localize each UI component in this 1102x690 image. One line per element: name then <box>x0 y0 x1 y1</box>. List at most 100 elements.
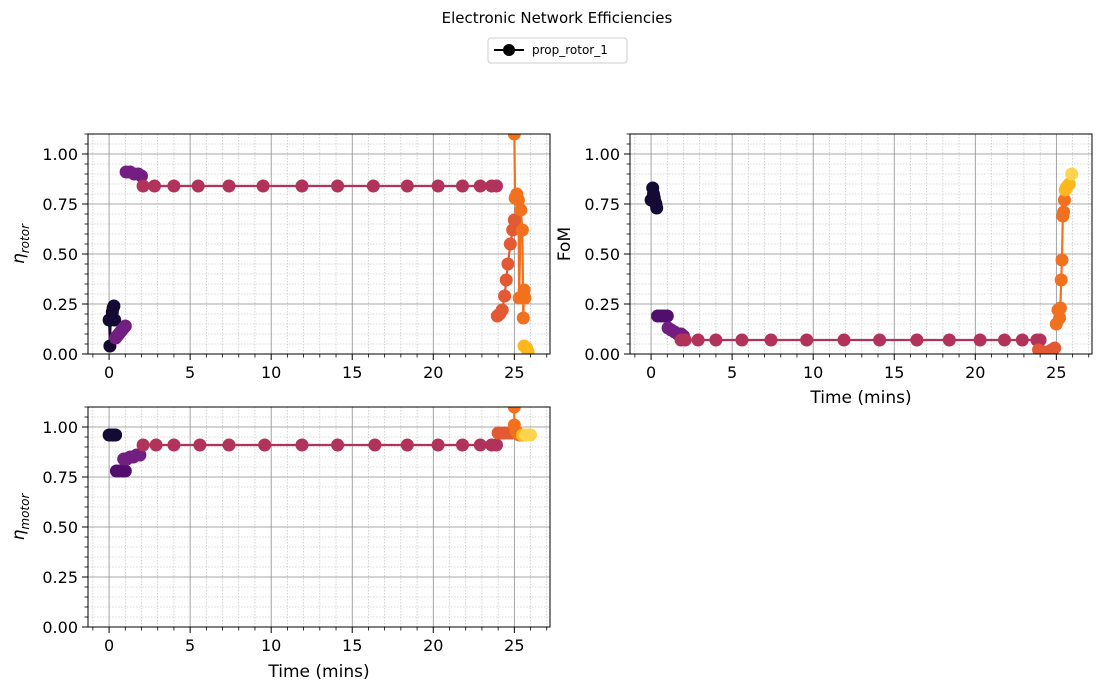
data-point <box>191 179 205 193</box>
data-point <box>837 333 851 347</box>
x-tick-label: 10 <box>803 363 823 382</box>
data-point <box>1057 193 1071 207</box>
data-point <box>1055 253 1069 267</box>
legend-frame <box>487 37 628 64</box>
x-tick-label: 0 <box>104 636 114 655</box>
data-point <box>1015 333 1029 347</box>
x-tick-label: 10 <box>261 636 281 655</box>
data-point <box>735 333 749 347</box>
x-axis-label: Time (mins) <box>809 388 911 408</box>
data-point <box>400 438 414 452</box>
data-point <box>942 333 956 347</box>
rotor-efficiency-panel: 0 5 10 15 20 25 0.00 0.25 0.50 0.75 1.00 ηrotor <box>9 133 551 382</box>
x-tick-label: 10 <box>261 363 281 382</box>
x-tick-label: 5 <box>727 363 737 382</box>
data-point <box>149 438 163 452</box>
data-point <box>258 438 272 452</box>
plot-area <box>644 167 1079 354</box>
legend-label: prop_rotor_1 <box>532 43 608 57</box>
data-point <box>133 448 147 462</box>
data-point <box>1048 341 1062 354</box>
legend: prop_rotor_1 <box>487 37 628 64</box>
ticks: 0 5 10 15 20 25 0.00 0.25 0.50 0.75 1.00 <box>42 133 548 382</box>
data-point <box>490 179 503 193</box>
data-point <box>524 428 537 442</box>
y-tick-label: 1.00 <box>42 145 78 164</box>
data-point <box>800 333 814 347</box>
data-point <box>107 299 121 313</box>
data-point <box>167 438 181 452</box>
data-point <box>135 169 148 183</box>
ticks: 0 5 10 15 20 25 0.00 0.25 0.50 0.75 1.00 <box>42 406 548 655</box>
y-tick-label: 0.50 <box>584 245 620 264</box>
figure-title: Electronic Network Efficiencies <box>442 9 673 27</box>
plot-area <box>102 134 535 354</box>
data-point <box>118 464 132 478</box>
data-point <box>507 213 521 227</box>
x-tick-label: 15 <box>342 363 362 382</box>
data-point <box>506 223 520 237</box>
data-point <box>368 438 382 452</box>
data-point <box>193 438 207 452</box>
grid <box>88 133 550 355</box>
data-point <box>431 438 445 452</box>
y-tick-label: 0.75 <box>42 195 78 214</box>
legend-marker-swatch <box>503 44 515 56</box>
x-tick-label: 5 <box>185 636 195 655</box>
data-point <box>222 438 236 452</box>
data-point <box>473 438 487 452</box>
data-point <box>1053 301 1067 315</box>
y-tick-label: 0.00 <box>42 345 78 364</box>
y-tick-label: 0.25 <box>42 568 78 587</box>
data-point <box>521 345 535 354</box>
y-axis-label-main: FoM <box>555 227 575 261</box>
x-tick-label: 20 <box>965 363 985 382</box>
x-tick-label: 20 <box>423 363 443 382</box>
y-axis-label: ηmotor <box>9 493 32 541</box>
data-point <box>660 309 674 323</box>
y-tick-label: 0.25 <box>42 295 78 314</box>
data-point <box>490 438 503 452</box>
y-axis-label: FoM <box>555 227 575 261</box>
y-axis-label-main: η <box>9 253 29 264</box>
data-point <box>498 289 512 303</box>
figure-of-merit-panel: 0 5 10 15 20 25 0.00 0.25 0.50 0.75 1.00 Time (mins… <box>555 133 1093 408</box>
y-axis-label-main: η <box>9 529 29 540</box>
data-point <box>516 311 530 325</box>
data-point <box>167 179 181 193</box>
data-point <box>650 201 664 215</box>
data-point <box>764 333 778 347</box>
data-point <box>499 273 513 287</box>
data-point <box>136 179 150 193</box>
data-point <box>331 179 345 193</box>
data-point <box>515 223 529 237</box>
data-point <box>495 303 509 317</box>
y-tick-label: 0.75 <box>584 195 620 214</box>
data-point <box>256 179 270 193</box>
data-point <box>295 179 309 193</box>
y-tick-label: 1.00 <box>42 418 78 437</box>
x-tick-label: 15 <box>342 636 362 655</box>
x-tick-label: 5 <box>185 363 195 382</box>
x-tick-label: 25 <box>504 636 524 655</box>
data-point <box>998 333 1011 347</box>
grid <box>630 133 1092 355</box>
data-point <box>108 313 122 327</box>
data-point <box>709 333 723 347</box>
data-point <box>400 179 414 193</box>
data-point <box>118 319 132 333</box>
data-point <box>366 179 380 193</box>
x-tick-label: 25 <box>1046 363 1066 382</box>
data-point <box>678 333 692 347</box>
data-point <box>222 179 236 193</box>
data-point <box>691 333 705 347</box>
data-point <box>456 179 469 193</box>
data-point <box>507 407 521 414</box>
x-axis-label: Time (mins) <box>267 662 369 682</box>
data-point <box>136 438 150 452</box>
data-point <box>1062 177 1076 191</box>
data-point <box>511 193 525 207</box>
data-point <box>109 428 123 442</box>
data-point <box>910 333 924 347</box>
